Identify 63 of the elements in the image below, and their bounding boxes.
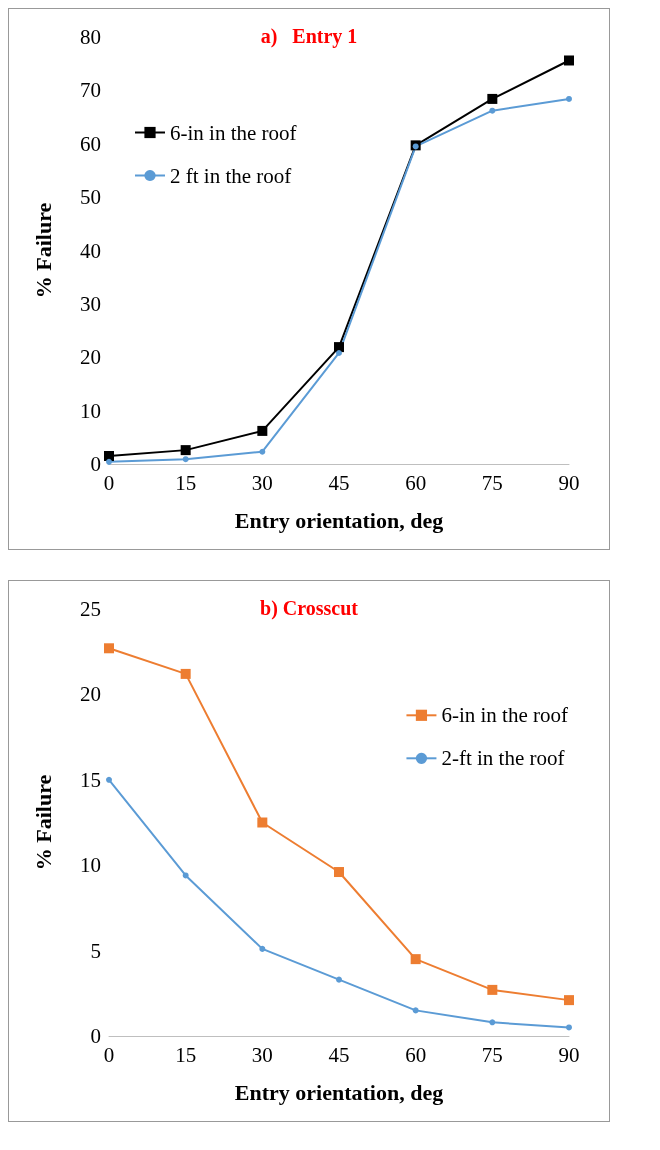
point: [182, 872, 189, 879]
chart-title: a) Entry 1: [260, 25, 358, 48]
y-tick-label: 10: [80, 853, 101, 878]
point: [487, 984, 498, 995]
legend-label: 2-ft in the roof: [441, 746, 565, 771]
legend-label: 6-in in the roof: [170, 120, 297, 145]
point: [412, 1007, 419, 1014]
y-tick-label: 0: [90, 1024, 101, 1048]
point: [334, 342, 344, 353]
y-tick-label: 80: [80, 25, 101, 49]
chart-title: b) Crosscut: [260, 597, 359, 620]
y-tick-label: 10: [80, 398, 101, 423]
x-tick-label: 90: [558, 470, 580, 495]
point: [336, 976, 342, 983]
y-tick-label: 50: [80, 185, 101, 210]
x-tick-label: 30: [251, 1042, 273, 1067]
y-tick-label: 0: [90, 452, 101, 476]
x-tick-label: 15: [175, 470, 197, 495]
point: [566, 1024, 572, 1031]
y-tick-label: 25: [80, 597, 101, 621]
point: [257, 817, 268, 828]
x-tick-label: 45: [328, 1042, 350, 1067]
y-tick-label: 40: [80, 238, 101, 263]
y-tick-label: 15: [80, 767, 101, 792]
point: [259, 448, 266, 455]
x-tick-label: 75: [481, 1042, 503, 1067]
x-tick-label: 60: [405, 1042, 427, 1067]
point: [106, 458, 112, 465]
x-axis-title: Entry orientation, deg: [234, 507, 444, 533]
y-axis-title: % Failure: [30, 774, 56, 871]
point: [564, 995, 574, 1006]
point: [566, 95, 572, 102]
x-tick-label: 45: [328, 470, 350, 495]
point: [487, 93, 498, 104]
point: [182, 456, 189, 463]
point: [180, 445, 191, 456]
point: [334, 867, 344, 878]
point: [259, 945, 266, 952]
point: [489, 1019, 496, 1026]
point: [257, 425, 268, 436]
y-tick-label: 60: [80, 131, 101, 156]
y-tick-label: 70: [80, 78, 101, 103]
x-tick-label: 30: [251, 470, 273, 495]
point: [104, 450, 114, 461]
y-tick-label: 20: [80, 345, 101, 370]
point: [489, 107, 496, 114]
y-tick-label: 20: [80, 682, 101, 707]
legend-label: 2 ft in the roof: [170, 163, 292, 188]
point: [180, 668, 191, 679]
point: [106, 776, 112, 783]
point: [410, 954, 421, 965]
x-axis-title: Entry orientation, deg: [234, 1079, 444, 1105]
x-tick-label: 60: [405, 470, 427, 495]
legend-label: 6-in in the roof: [441, 703, 569, 728]
x-tick-label: 15: [175, 1042, 197, 1067]
y-tick-label: 5: [90, 938, 101, 963]
x-tick-label: 90: [558, 1042, 580, 1067]
x-tick-label: 75: [481, 470, 503, 495]
y-axis-title: % Failure: [30, 202, 56, 299]
point: [336, 349, 342, 356]
point: [104, 643, 114, 654]
point: [564, 55, 574, 66]
y-tick-label: 30: [80, 291, 101, 316]
